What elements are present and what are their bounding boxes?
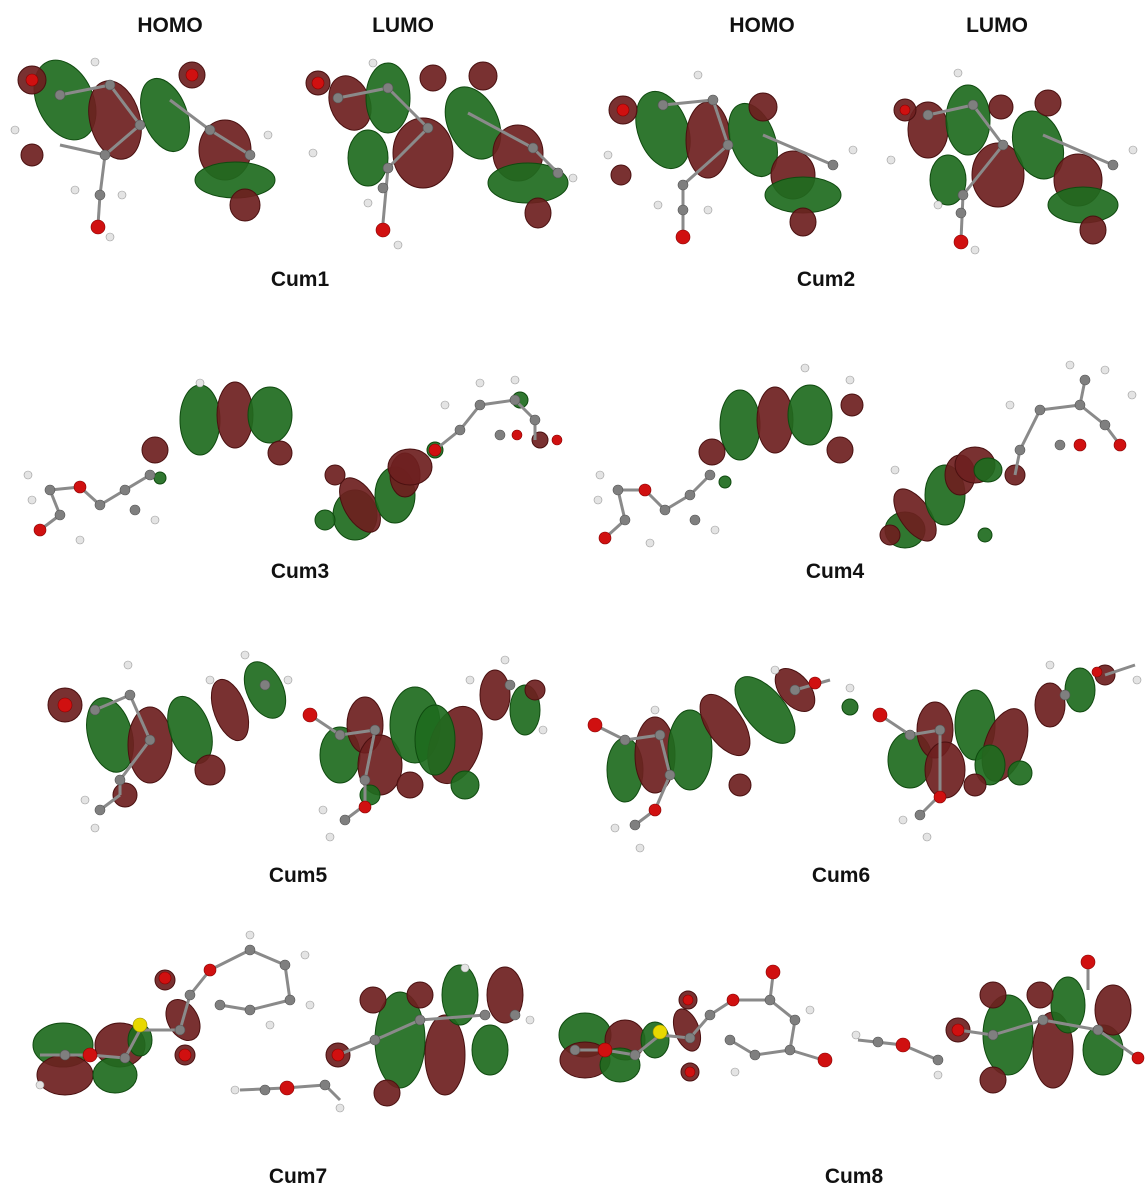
cum2-homo-orbital <box>603 70 858 245</box>
cum5-lumo-orbital <box>302 655 548 842</box>
molecular-orbital-lobes <box>141 381 293 485</box>
molecular-orbital-lobes <box>945 976 1132 1094</box>
molecule-skeleton <box>23 378 205 545</box>
molecular-orbital-lobes <box>314 391 549 541</box>
molecular-orbital-lobes <box>879 446 1026 549</box>
molecule-skeleton <box>308 58 578 250</box>
molecule-skeleton <box>593 363 855 548</box>
cum8-lumo-orbital <box>851 954 1145 1094</box>
molecule-skeleton <box>851 954 1145 1080</box>
cum2-label: Cum2 <box>796 268 856 291</box>
lumo-header-left: LUMO <box>372 14 434 37</box>
cum1-label: Cum1 <box>270 268 330 291</box>
molecule-skeleton <box>57 650 293 833</box>
molecular-orbital-lobes <box>608 90 842 237</box>
cum5-label: Cum5 <box>268 864 328 887</box>
molecule-skeleton <box>35 930 315 1090</box>
cum6-homo-orbital <box>587 665 859 853</box>
molecular-orbital-lobes <box>319 669 546 806</box>
cum6-label: Cum6 <box>811 864 871 887</box>
cum4-homo-orbital <box>593 363 864 548</box>
molecular-orbital-lobes <box>893 84 1119 245</box>
molecule-skeleton <box>886 68 1138 255</box>
molecule-skeleton <box>230 963 535 1113</box>
cum4-label: Cum4 <box>805 560 865 583</box>
molecular-orbital-lobes <box>325 964 524 1107</box>
cum8-label: Cum8 <box>824 1165 884 1188</box>
homo-header-right: HOMO <box>729 14 795 37</box>
molecule-skeleton <box>428 375 563 457</box>
cum1-homo-orbital <box>10 57 276 242</box>
molecular-orbital-lobes <box>47 661 287 808</box>
molecule-skeleton <box>587 665 855 853</box>
molecular-orbital-lobes <box>17 59 276 222</box>
molecule-skeleton <box>569 964 833 1078</box>
molecular-orbital-lobes <box>305 61 569 229</box>
molecule-skeleton <box>302 655 548 842</box>
molecule-skeleton <box>10 57 273 242</box>
cum8-homo-orbital <box>558 964 833 1083</box>
cum6-lumo-orbital <box>872 660 1142 842</box>
molecular-orbital-lobes <box>887 664 1116 799</box>
homo-header-left: HOMO <box>137 14 203 37</box>
cum4-lumo-orbital <box>879 360 1137 549</box>
cum7-label: Cum7 <box>268 1165 328 1188</box>
cum1-lumo-orbital <box>305 58 578 250</box>
cum7-homo-orbital <box>32 930 315 1096</box>
cum3-lumo-orbital <box>314 375 563 541</box>
molecular-orbital-lobes <box>698 384 864 489</box>
molecule-skeleton <box>603 70 858 245</box>
lumo-header-right: LUMO <box>966 14 1028 37</box>
molecule-skeleton <box>872 660 1142 842</box>
cum3-label: Cum3 <box>270 560 330 583</box>
cum3-homo-orbital <box>23 378 293 545</box>
cum7-lumo-orbital <box>230 963 535 1113</box>
molecule-skeleton <box>890 360 1137 476</box>
cum2-lumo-orbital <box>886 68 1138 255</box>
cum5-homo-orbital <box>47 650 293 833</box>
